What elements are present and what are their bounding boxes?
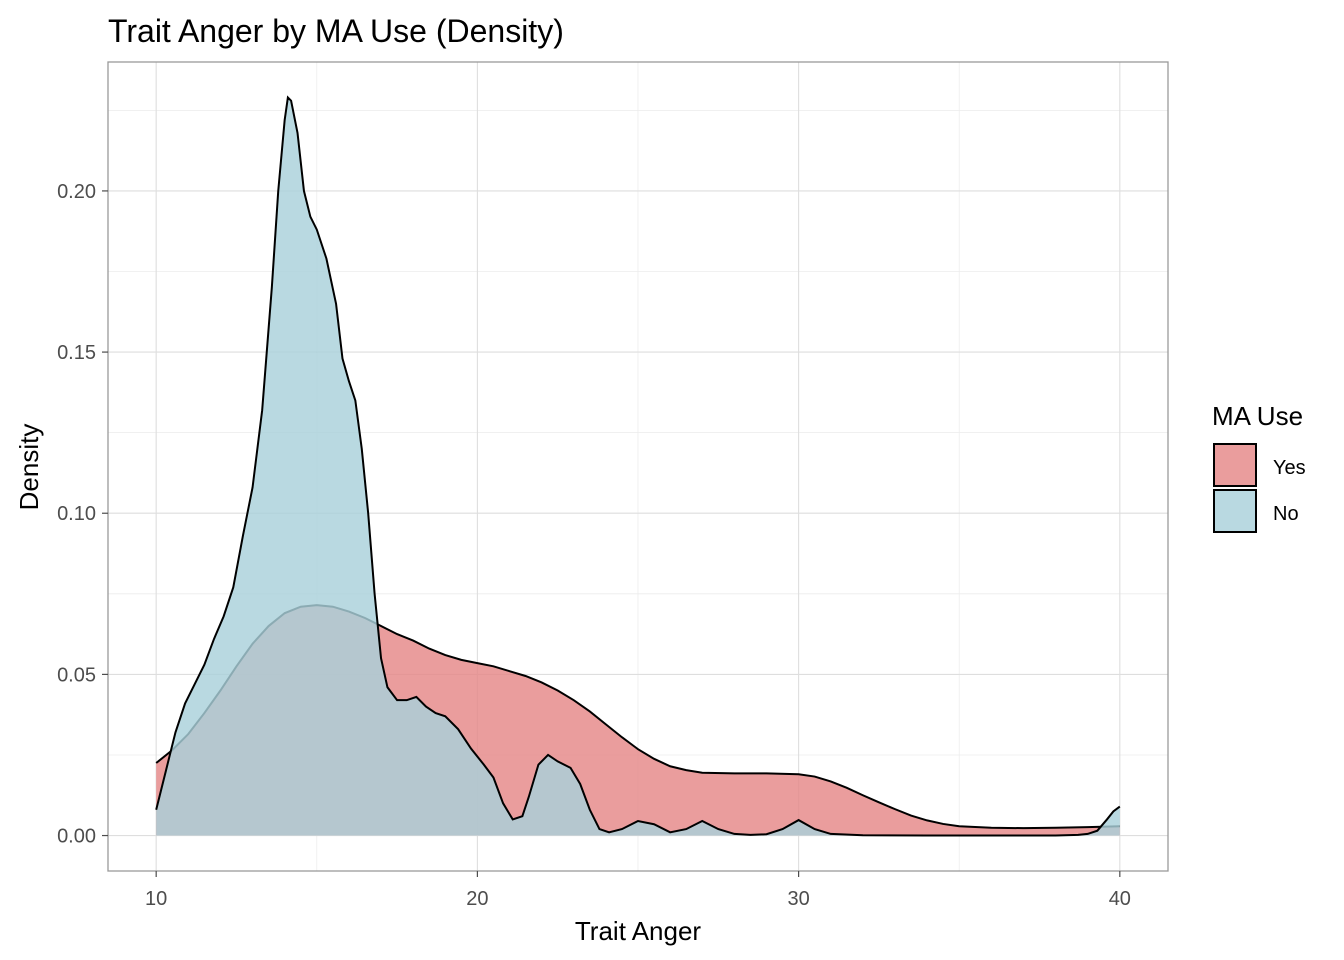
legend-title: MA Use	[1212, 401, 1303, 431]
y-tick-label: 0.05	[57, 664, 96, 686]
y-axis-title: Density	[14, 424, 44, 511]
legend-label-no: No	[1273, 503, 1299, 525]
density-line-no	[155, 95, 1121, 837]
y-tick-label: 0.15	[57, 342, 96, 364]
legend-label-yes: Yes	[1273, 457, 1306, 479]
panel-border	[107, 61, 1169, 872]
plot-panel: 10 20 30 40 0.00 0.05 0.10 0.15 0.20	[57, 61, 1169, 910]
legend-key-no	[1213, 489, 1257, 533]
density-area-no	[156, 97, 1120, 836]
x-tick-label: 20	[466, 888, 488, 910]
x-tick-label: 30	[787, 888, 809, 910]
x-axis-title: Trait Anger	[575, 916, 702, 946]
y-tick-label: 0.00	[57, 826, 96, 848]
y-tick-label: 0.10	[57, 503, 96, 525]
x-tick-label: 10	[145, 888, 167, 910]
chart-title: Trait Anger by MA Use (Density)	[108, 13, 564, 49]
y-tick-label: 0.20	[57, 181, 96, 203]
x-tick-label: 40	[1109, 888, 1131, 910]
legend-key-yes	[1213, 443, 1257, 487]
legend: MA Use Yes No	[1212, 401, 1306, 533]
